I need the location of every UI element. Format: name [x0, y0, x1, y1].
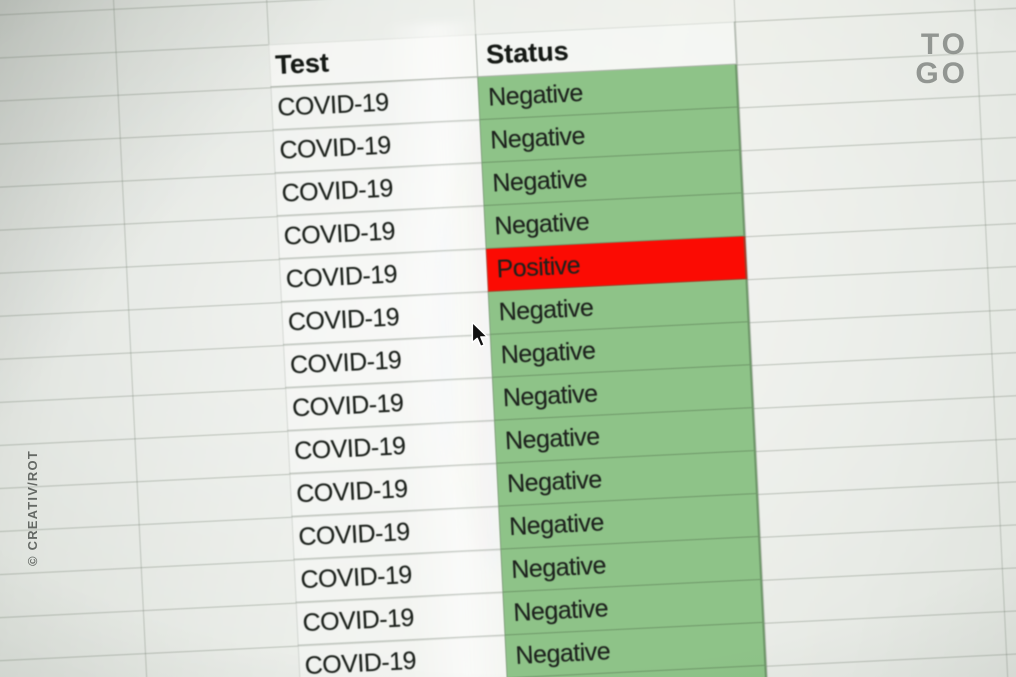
- status-cell-value: Negative: [500, 336, 597, 369]
- column-header-status-label: Status: [485, 35, 570, 70]
- test-cell-value: COVID-19: [283, 216, 396, 251]
- test-cell-value: COVID-19: [276, 88, 390, 122]
- togo-watermark-line1: TO: [920, 28, 968, 61]
- status-cell-value: Negative: [512, 593, 609, 627]
- status-cell-value: Positive: [495, 250, 581, 283]
- table-body: COVID-19 Negative COVID-19 Negative COVI…: [270, 64, 769, 677]
- status-cell-value: Negative: [502, 379, 599, 412]
- test-cell-value: COVID-19: [301, 603, 415, 637]
- togo-watermark-line2: GO: [915, 57, 968, 90]
- test-cell-value: COVID-19: [278, 131, 392, 165]
- status-cell-value: Negative: [504, 422, 601, 455]
- test-cell-value: COVID-19: [304, 646, 417, 677]
- test-cell-value: COVID-19: [295, 474, 409, 509]
- results-table: Test Status COVID-19 Negative COVID-19 N…: [268, 21, 769, 677]
- test-cell-value: COVID-19: [297, 517, 411, 551]
- test-cell-value: COVID-19: [291, 388, 405, 423]
- status-cell-value: Negative: [487, 78, 584, 112]
- column-header-test-label: Test: [274, 47, 330, 81]
- test-cell-value: COVID-19: [285, 259, 398, 294]
- status-cell-value: Negative: [510, 551, 607, 584]
- status-cell-value: Negative: [489, 121, 586, 155]
- status-cell-value: Negative: [491, 164, 588, 198]
- togo-watermark: TO GO: [915, 28, 968, 90]
- test-cell-value: COVID-19: [293, 431, 407, 466]
- status-cell-value: Negative: [493, 207, 590, 241]
- status-cell-value: Negative: [514, 636, 611, 670]
- test-cell-value: COVID-19: [287, 302, 400, 337]
- status-cell-value: Negative: [506, 465, 603, 498]
- test-cell-value: COVID-19: [289, 345, 402, 380]
- copyright-credit: © CREATIV/ROT: [25, 450, 40, 566]
- mouse-cursor-icon: [471, 321, 490, 349]
- test-cell-value: COVID-19: [280, 173, 394, 208]
- status-cell-value: Negative: [498, 293, 594, 326]
- status-cell-value: Negative: [508, 508, 605, 541]
- test-cell-value: COVID-19: [299, 560, 413, 594]
